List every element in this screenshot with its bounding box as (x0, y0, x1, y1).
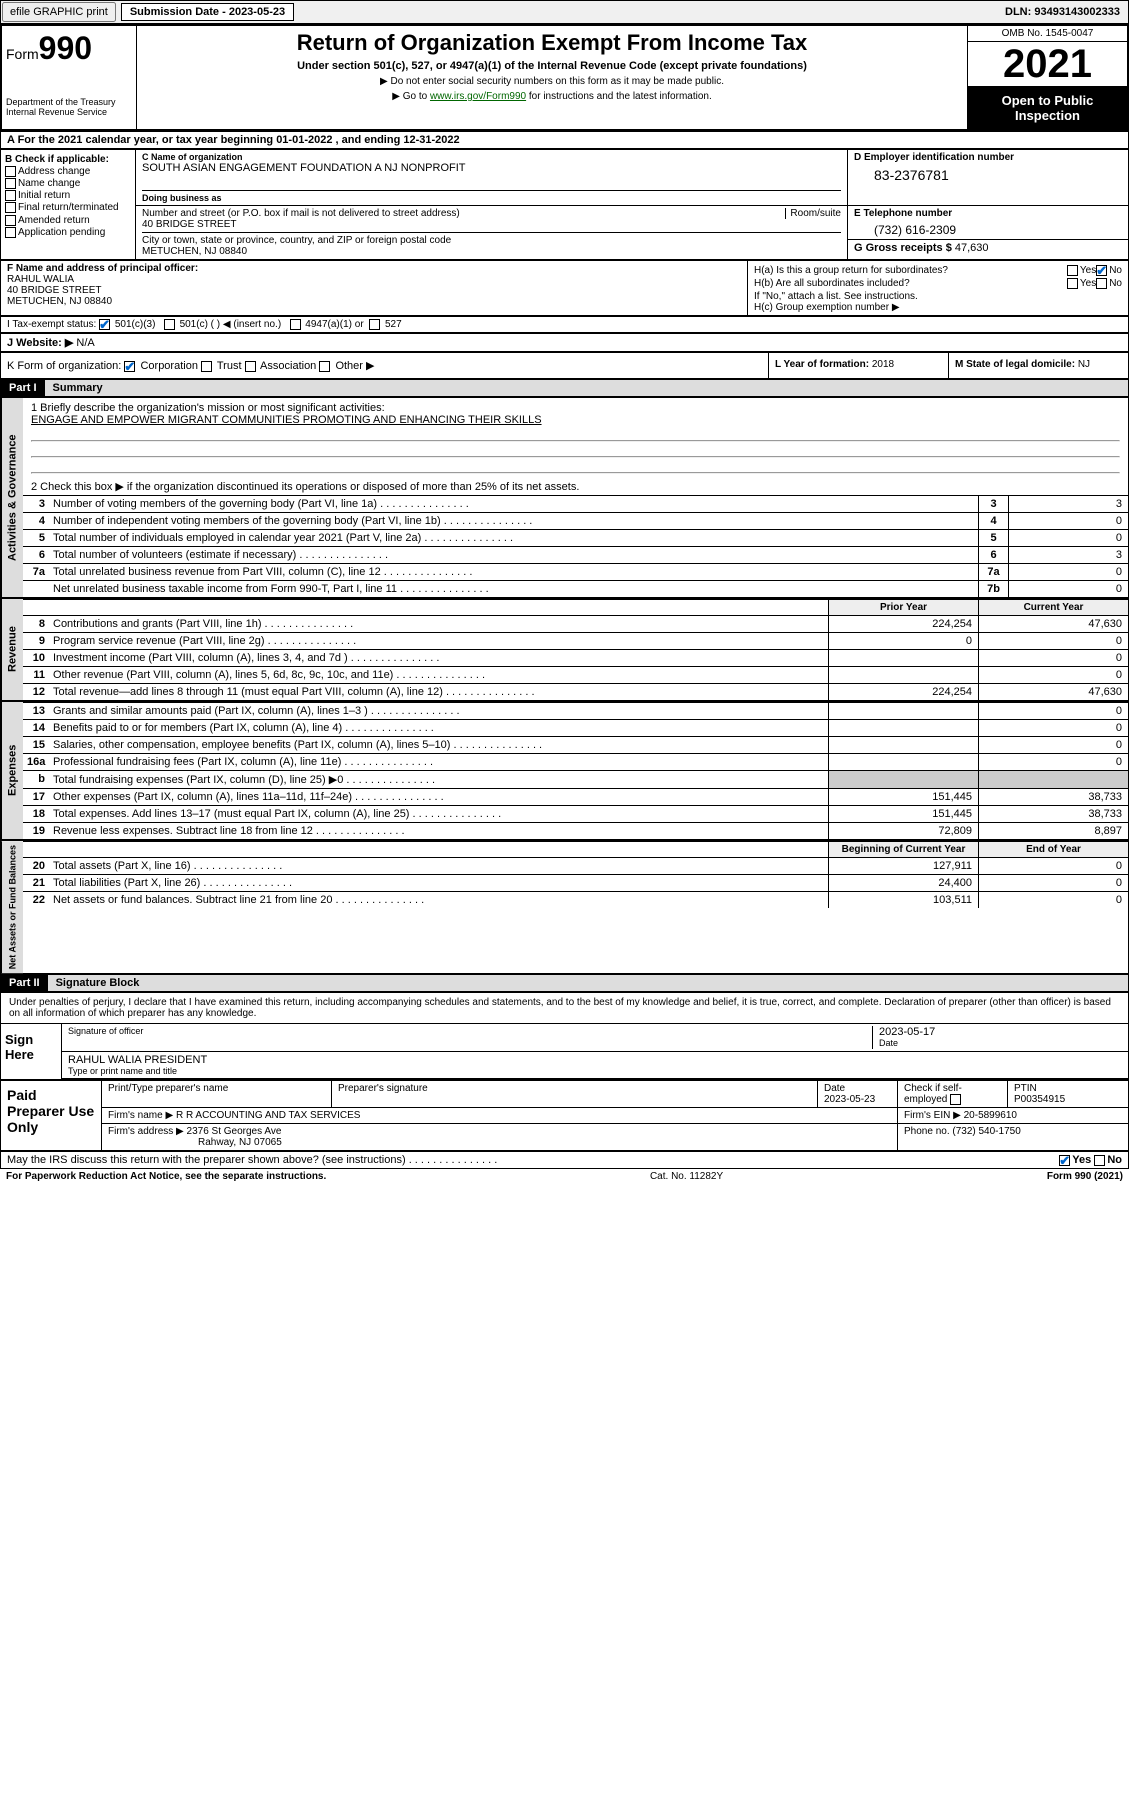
fin-row: 16aProfessional fundraising fees (Part I… (23, 753, 1128, 770)
form-header: Form990 Department of the Treasury Inter… (0, 24, 1129, 131)
fin-row: 10Investment income (Part VIII, column (… (23, 649, 1128, 666)
ssn-note: ▶ Do not enter social security numbers o… (145, 76, 959, 87)
hb-yes-checkbox[interactable] (1067, 278, 1078, 289)
discuss-no-checkbox[interactable] (1094, 1155, 1105, 1166)
4947-checkbox[interactable] (290, 319, 301, 330)
fin-row: 18Total expenses. Add lines 13–17 (must … (23, 805, 1128, 822)
fin-row: 21Total liabilities (Part X, line 26)24,… (23, 874, 1128, 891)
block-bcde: B Check if applicable: Address change Na… (0, 149, 1129, 260)
side-revenue: Revenue (1, 599, 23, 700)
initial-return-checkbox[interactable] (5, 190, 16, 201)
side-netassets: Net Assets or Fund Balances (1, 841, 23, 973)
perjury-declaration: Under penalties of perjury, I declare th… (1, 993, 1128, 1023)
name-change-checkbox[interactable] (5, 178, 16, 189)
self-employed-checkbox[interactable] (950, 1094, 961, 1105)
form-number: 990 (39, 30, 92, 66)
fin-row: 12Total revenue—add lines 8 through 11 (… (23, 683, 1128, 700)
form-prefix: Form (6, 46, 39, 62)
ha-yes-checkbox[interactable] (1067, 265, 1078, 276)
firm-phone: (732) 540-1750 (952, 1126, 1020, 1137)
fin-row: 17Other expenses (Part IX, column (A), l… (23, 788, 1128, 805)
fin-row: 19Revenue less expenses. Subtract line 1… (23, 822, 1128, 839)
dln: DLN: 93493143002333 (997, 4, 1128, 20)
firm-name: R R ACCOUNTING AND TAX SERVICES (176, 1110, 360, 1121)
form-title: Return of Organization Exempt From Incom… (145, 30, 959, 56)
501c-checkbox[interactable] (164, 319, 175, 330)
part1-header: Part I (1, 380, 45, 396)
efile-print-button[interactable]: efile GRAPHIC print (2, 2, 116, 22)
formation-year: 2018 (872, 359, 894, 370)
gov-row: 4Number of independent voting members of… (23, 512, 1128, 529)
gov-row: 7aTotal unrelated business revenue from … (23, 563, 1128, 580)
side-governance: Activities & Governance (1, 398, 23, 597)
top-bar: efile GRAPHIC print Submission Date - 20… (0, 0, 1129, 24)
omb-number: OMB No. 1545-0047 (968, 26, 1127, 42)
hb-no-checkbox[interactable] (1096, 278, 1107, 289)
fin-row: 13Grants and similar amounts paid (Part … (23, 702, 1128, 719)
ptin: P00354915 (1014, 1094, 1122, 1105)
website: N/A (73, 337, 94, 349)
street-address: 40 BRIDGE STREET (142, 219, 841, 230)
ein: 83-2376781 (854, 163, 1122, 183)
fin-row: 11Other revenue (Part VIII, column (A), … (23, 666, 1128, 683)
gov-row: 6Total number of volunteers (estimate if… (23, 546, 1128, 563)
officer-name: RAHUL WALIA (7, 274, 741, 285)
form-subtitle: Under section 501(c), 527, or 4947(a)(1)… (145, 60, 959, 72)
org-name: SOUTH ASIAN ENGAGEMENT FOUNDATION A NJ N… (142, 162, 841, 174)
gov-row: 5Total number of individuals employed in… (23, 529, 1128, 546)
501c3-checkbox[interactable] (99, 319, 110, 330)
ha-no-checkbox[interactable] (1096, 265, 1107, 276)
fin-row: 14Benefits paid to or for members (Part … (23, 719, 1128, 736)
final-return-checkbox[interactable] (5, 202, 16, 213)
cat-no: Cat. No. 11282Y (326, 1171, 1047, 1182)
gov-row: Net unrelated business taxable income fr… (23, 580, 1128, 597)
paid-preparer-label: Paid Preparer Use Only (1, 1081, 101, 1150)
dept-treasury: Department of the Treasury Internal Reve… (6, 97, 132, 117)
discuss-yes-checkbox[interactable] (1059, 1155, 1070, 1166)
gov-row: 3Number of voting members of the governi… (23, 495, 1128, 512)
trust-checkbox[interactable] (201, 361, 212, 372)
fin-row: 9Program service revenue (Part VIII, lin… (23, 632, 1128, 649)
part2-header: Part II (1, 975, 48, 991)
sig-date: 2023-05-17 (879, 1026, 1122, 1038)
submission-date: Submission Date - 2023-05-23 (121, 3, 294, 21)
527-checkbox[interactable] (369, 319, 380, 330)
open-public-badge: Open to Public Inspection (968, 87, 1127, 129)
pra-notice: For Paperwork Reduction Act Notice, see … (6, 1171, 326, 1182)
side-expenses: Expenses (1, 702, 23, 839)
domicile-state: NJ (1078, 359, 1090, 370)
row-fh: F Name and address of principal officer:… (0, 260, 1129, 316)
address-change-checkbox[interactable] (5, 166, 16, 177)
section-a-tax-year: A For the 2021 calendar year, or tax yea… (0, 131, 1129, 149)
fin-row: 8Contributions and grants (Part VIII, li… (23, 615, 1128, 632)
city-state-zip: METUCHEN, NJ 08840 (142, 246, 841, 257)
fin-row: 20Total assets (Part X, line 16)127,9110 (23, 857, 1128, 874)
app-pending-checkbox[interactable] (5, 227, 16, 238)
officer-name-title: RAHUL WALIA PRESIDENT (68, 1054, 1122, 1066)
fin-row: 22Net assets or fund balances. Subtract … (23, 891, 1128, 908)
amended-return-checkbox[interactable] (5, 215, 16, 226)
gross-receipts: 47,630 (955, 242, 989, 254)
corp-checkbox[interactable] (124, 361, 135, 372)
firm-ein: 20-5899610 (964, 1110, 1017, 1121)
form-version: Form 990 (2021) (1047, 1171, 1123, 1182)
assoc-checkbox[interactable] (245, 361, 256, 372)
mission-text: ENGAGE AND EMPOWER MIGRANT COMMUNITIES P… (31, 414, 1120, 426)
irs-link[interactable]: www.irs.gov/Form990 (430, 91, 526, 102)
fin-row: bTotal fundraising expenses (Part IX, co… (23, 770, 1128, 788)
section-b-checkboxes: B Check if applicable: Address change Na… (1, 150, 136, 259)
tax-year: 2021 (968, 42, 1127, 87)
prep-date: 2023-05-23 (824, 1094, 891, 1105)
other-checkbox[interactable] (319, 361, 330, 372)
fin-row: 15Salaries, other compensation, employee… (23, 736, 1128, 753)
firm-addr: 2376 St Georges Ave (187, 1126, 282, 1137)
telephone: (732) 616-2309 (854, 219, 1122, 237)
